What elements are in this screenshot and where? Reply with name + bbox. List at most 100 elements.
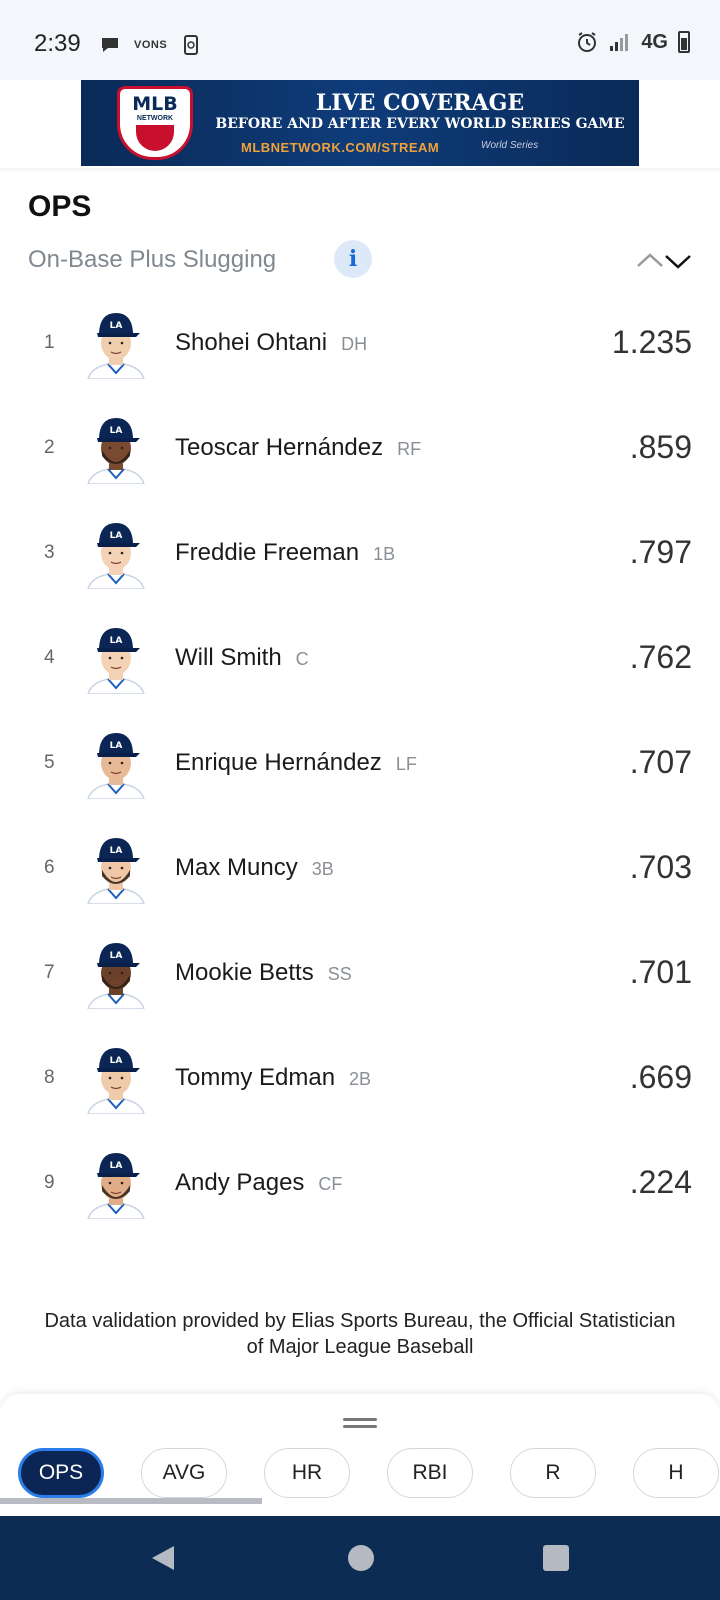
player-name: Andy Pages: [175, 1168, 305, 1196]
stat-title: OPS: [28, 190, 92, 223]
status-right-icons: 4G: [575, 30, 690, 54]
player-stat-value: .669: [629, 1059, 692, 1095]
stat-chip-avg[interactable]: AVG: [141, 1448, 227, 1498]
player-avatar: LA: [84, 1147, 148, 1219]
player-position: LF: [395, 753, 417, 774]
stat-chip-h[interactable]: H: [633, 1448, 719, 1498]
player-position: DH: [341, 333, 368, 354]
stat-selector-sheet: OPS AVG HR RBI R H: [0, 1394, 720, 1516]
status-time: 2:39: [34, 30, 81, 57]
svg-text:LA: LA: [110, 531, 123, 541]
stat-chip-hr[interactable]: HR: [264, 1448, 350, 1498]
player-rank: 7: [44, 961, 55, 983]
system-nav-bar: [0, 1516, 720, 1600]
player-stat-value: .859: [629, 429, 692, 465]
svg-text:LA: LA: [110, 846, 123, 856]
signal-icon: [610, 34, 629, 51]
player-avatar: LA: [84, 832, 148, 904]
player-position: C: [295, 648, 309, 669]
player-position: 1B: [373, 543, 396, 564]
player-row[interactable]: 8 LA Tommy Edman 2B: [0, 1025, 720, 1130]
player-position: 2B: [349, 1068, 372, 1089]
player-name-wrap: Andy Pages CF: [175, 1169, 342, 1197]
sort-toggle[interactable]: [636, 248, 696, 272]
svg-text:LA: LA: [110, 426, 123, 436]
player-rank: 4: [44, 646, 55, 668]
home-icon[interactable]: [348, 1545, 374, 1571]
ad-world-series-mark: World Series: [481, 140, 539, 151]
player-row[interactable]: 7 LA Mookie Betts SS: [0, 920, 720, 1025]
player-name-wrap: Max Muncy 3B: [175, 854, 334, 882]
player-name-wrap: Will Smith C: [175, 644, 309, 672]
player-name: Mookie Betts: [175, 958, 314, 986]
player-name-wrap: Freddie Freeman 1B: [175, 539, 395, 567]
player-name-wrap: Mookie Betts SS: [175, 959, 352, 987]
back-icon[interactable]: [150, 1544, 176, 1572]
ad-logo-text: MLB: [132, 93, 178, 115]
player-avatar: LA: [84, 937, 148, 1009]
svg-text:LA: LA: [110, 1056, 123, 1066]
player-name: Tommy Edman: [175, 1063, 336, 1091]
player-name-wrap: Teoscar Hernández RF: [175, 434, 421, 462]
recent-apps-icon[interactable]: [543, 1545, 569, 1571]
alarm-icon: [578, 32, 597, 52]
ad-url: MLBNETWORK.COM/STREAM: [241, 140, 440, 155]
player-name: Freddie Freeman: [175, 538, 360, 566]
player-stat-value: .701: [629, 954, 692, 990]
player-row[interactable]: 6 LA Max Muncy 3B: [0, 815, 720, 920]
player-stat-value: .797: [629, 534, 692, 570]
drag-handle[interactable]: [343, 1418, 377, 1428]
stat-chip-r[interactable]: R: [510, 1448, 596, 1498]
player-rank: 2: [44, 436, 55, 458]
player-avatar: LA: [84, 1042, 148, 1114]
chat-bubble-icon: [102, 38, 118, 52]
network-type: 4G: [641, 30, 668, 53]
player-row[interactable]: 4 LA Will Smith C: [0, 605, 720, 710]
player-name: Teoscar Hernández: [175, 433, 384, 461]
player-row[interactable]: 3 LA Freddie Freeman 1B: [0, 500, 720, 605]
vons-icon: VONS: [134, 39, 168, 51]
chip-scroll-indicator: [0, 1498, 262, 1504]
player-name: Will Smith: [175, 643, 282, 671]
player-position: 3B: [311, 858, 334, 879]
player-rank: 3: [44, 541, 55, 563]
info-icon[interactable]: i: [334, 240, 372, 278]
player-row[interactable]: 9 LA Andy Pages CF: [0, 1130, 720, 1235]
player-avatar: LA: [84, 517, 148, 589]
leaderboard-list: 1 LA Shohei Ohtani DH: [0, 290, 720, 1235]
player-row[interactable]: 1 LA Shohei Ohtani DH: [0, 290, 720, 395]
svg-text:LA: LA: [110, 741, 123, 751]
ad-logo-mark: [136, 125, 174, 151]
ad-banner[interactable]: MLB NETWORK LIVE COVERAGE BEFORE AND AFT…: [81, 80, 639, 166]
status-bar: 2:39 VONS 4G: [0, 0, 720, 80]
player-stat-value: .703: [629, 849, 692, 885]
player-name: Shohei Ohtani: [175, 328, 328, 356]
svg-text:LA: LA: [110, 636, 123, 646]
player-row[interactable]: 5 LA Enrique Hernández LF: [0, 710, 720, 815]
player-avatar: LA: [84, 622, 148, 694]
battery-icon: [678, 31, 690, 53]
player-avatar: LA: [84, 727, 148, 799]
player-name: Max Muncy: [175, 853, 298, 881]
ad-title: LIVE COVERAGE: [315, 90, 525, 116]
player-stat-value: .762: [629, 639, 692, 675]
ad-strip: MLB NETWORK LIVE COVERAGE BEFORE AND AFT…: [0, 80, 720, 168]
svg-text:LA: LA: [110, 1161, 123, 1171]
chevron-down-icon[interactable]: [665, 255, 691, 269]
stat-chip-ops[interactable]: OPS: [18, 1448, 104, 1498]
stat-chip-row: OPS AVG HR RBI R H: [18, 1448, 719, 1498]
chevron-up-icon[interactable]: [637, 253, 663, 267]
player-stat-value: .224: [629, 1164, 692, 1200]
player-position: RF: [397, 438, 422, 459]
stat-chip-rbi[interactable]: RBI: [387, 1448, 473, 1498]
player-name: Enrique Hernández: [175, 748, 382, 776]
player-name-wrap: Shohei Ohtani DH: [175, 329, 367, 357]
screen-rotate-icon: [184, 35, 199, 55]
svg-text:LA: LA: [110, 321, 123, 331]
player-row[interactable]: 2 LA Teoscar Hernández RF: [0, 395, 720, 500]
player-stat-value: 1.235: [611, 324, 692, 360]
stat-subtitle: On-Base Plus Slugging: [28, 246, 277, 273]
player-avatar: LA: [84, 412, 148, 484]
svg-text:LA: LA: [110, 951, 123, 961]
player-rank: 5: [44, 751, 55, 773]
